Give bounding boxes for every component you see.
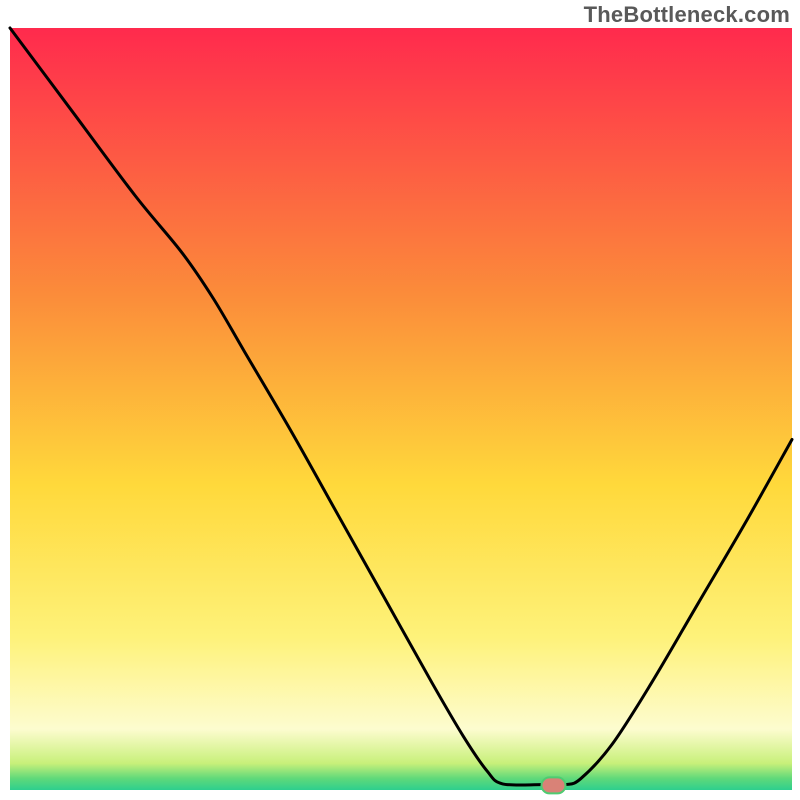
bottleneck-chart [0, 0, 800, 800]
chart-gradient-bg [10, 28, 792, 790]
chart-container: TheBottleneck.com [0, 0, 800, 800]
chart-marker [541, 777, 565, 793]
watermark-text: TheBottleneck.com [584, 2, 790, 28]
